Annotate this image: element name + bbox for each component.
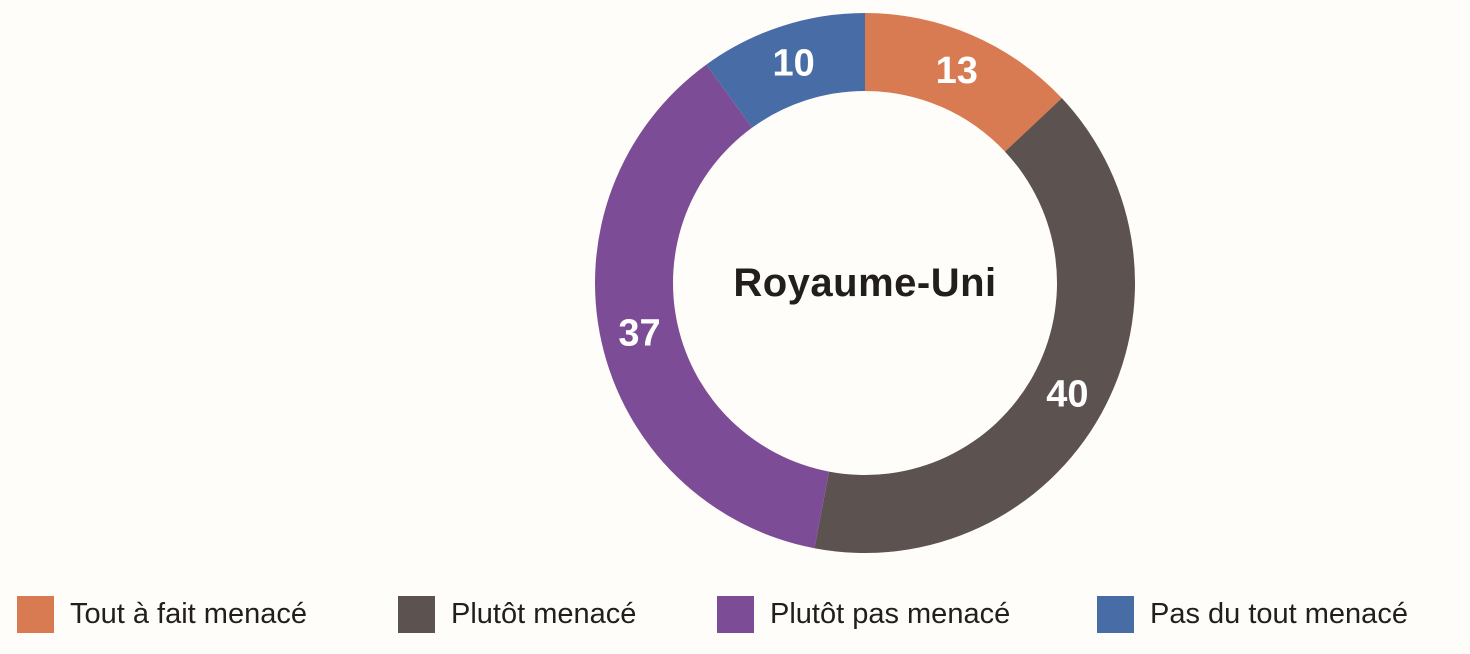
donut-segment-4: [706, 13, 865, 128]
chart-legend: Tout à fait menacé Plutôt menacé Plutôt pa…: [0, 594, 1470, 636]
legend-item-4: Pas du tout menacé: [1097, 594, 1408, 634]
legend-item-2: Plutôt menacé: [398, 594, 636, 634]
legend-item-3: Plutôt pas menacé: [717, 594, 1010, 634]
legend-label: Pas du tout menacé: [1150, 597, 1408, 630]
legend-label: Tout à fait menacé: [70, 597, 307, 630]
legend-swatch: [398, 595, 435, 633]
segment-value-label: 40: [1046, 373, 1088, 415]
segment-value-label: 13: [936, 50, 978, 92]
donut-segment-2: [814, 98, 1135, 553]
legend-item-1: Tout à fait menacé: [17, 594, 307, 634]
donut-segment-3: [595, 64, 830, 549]
legend-swatch: [717, 595, 754, 633]
donut-chart: 13 40 37 10 Royaume-Uni: [595, 13, 1135, 553]
donut-segment-1: [865, 13, 1062, 152]
legend-label: Plutôt pas menacé: [770, 597, 1011, 630]
donut-svg: 13 40 37 10: [595, 13, 1135, 553]
segment-value-label: 37: [618, 312, 660, 354]
segment-value-label: 10: [772, 42, 814, 84]
legend-swatch: [1097, 595, 1134, 633]
legend-swatch: [17, 595, 54, 633]
legend-label: Plutôt menacé: [451, 597, 637, 630]
